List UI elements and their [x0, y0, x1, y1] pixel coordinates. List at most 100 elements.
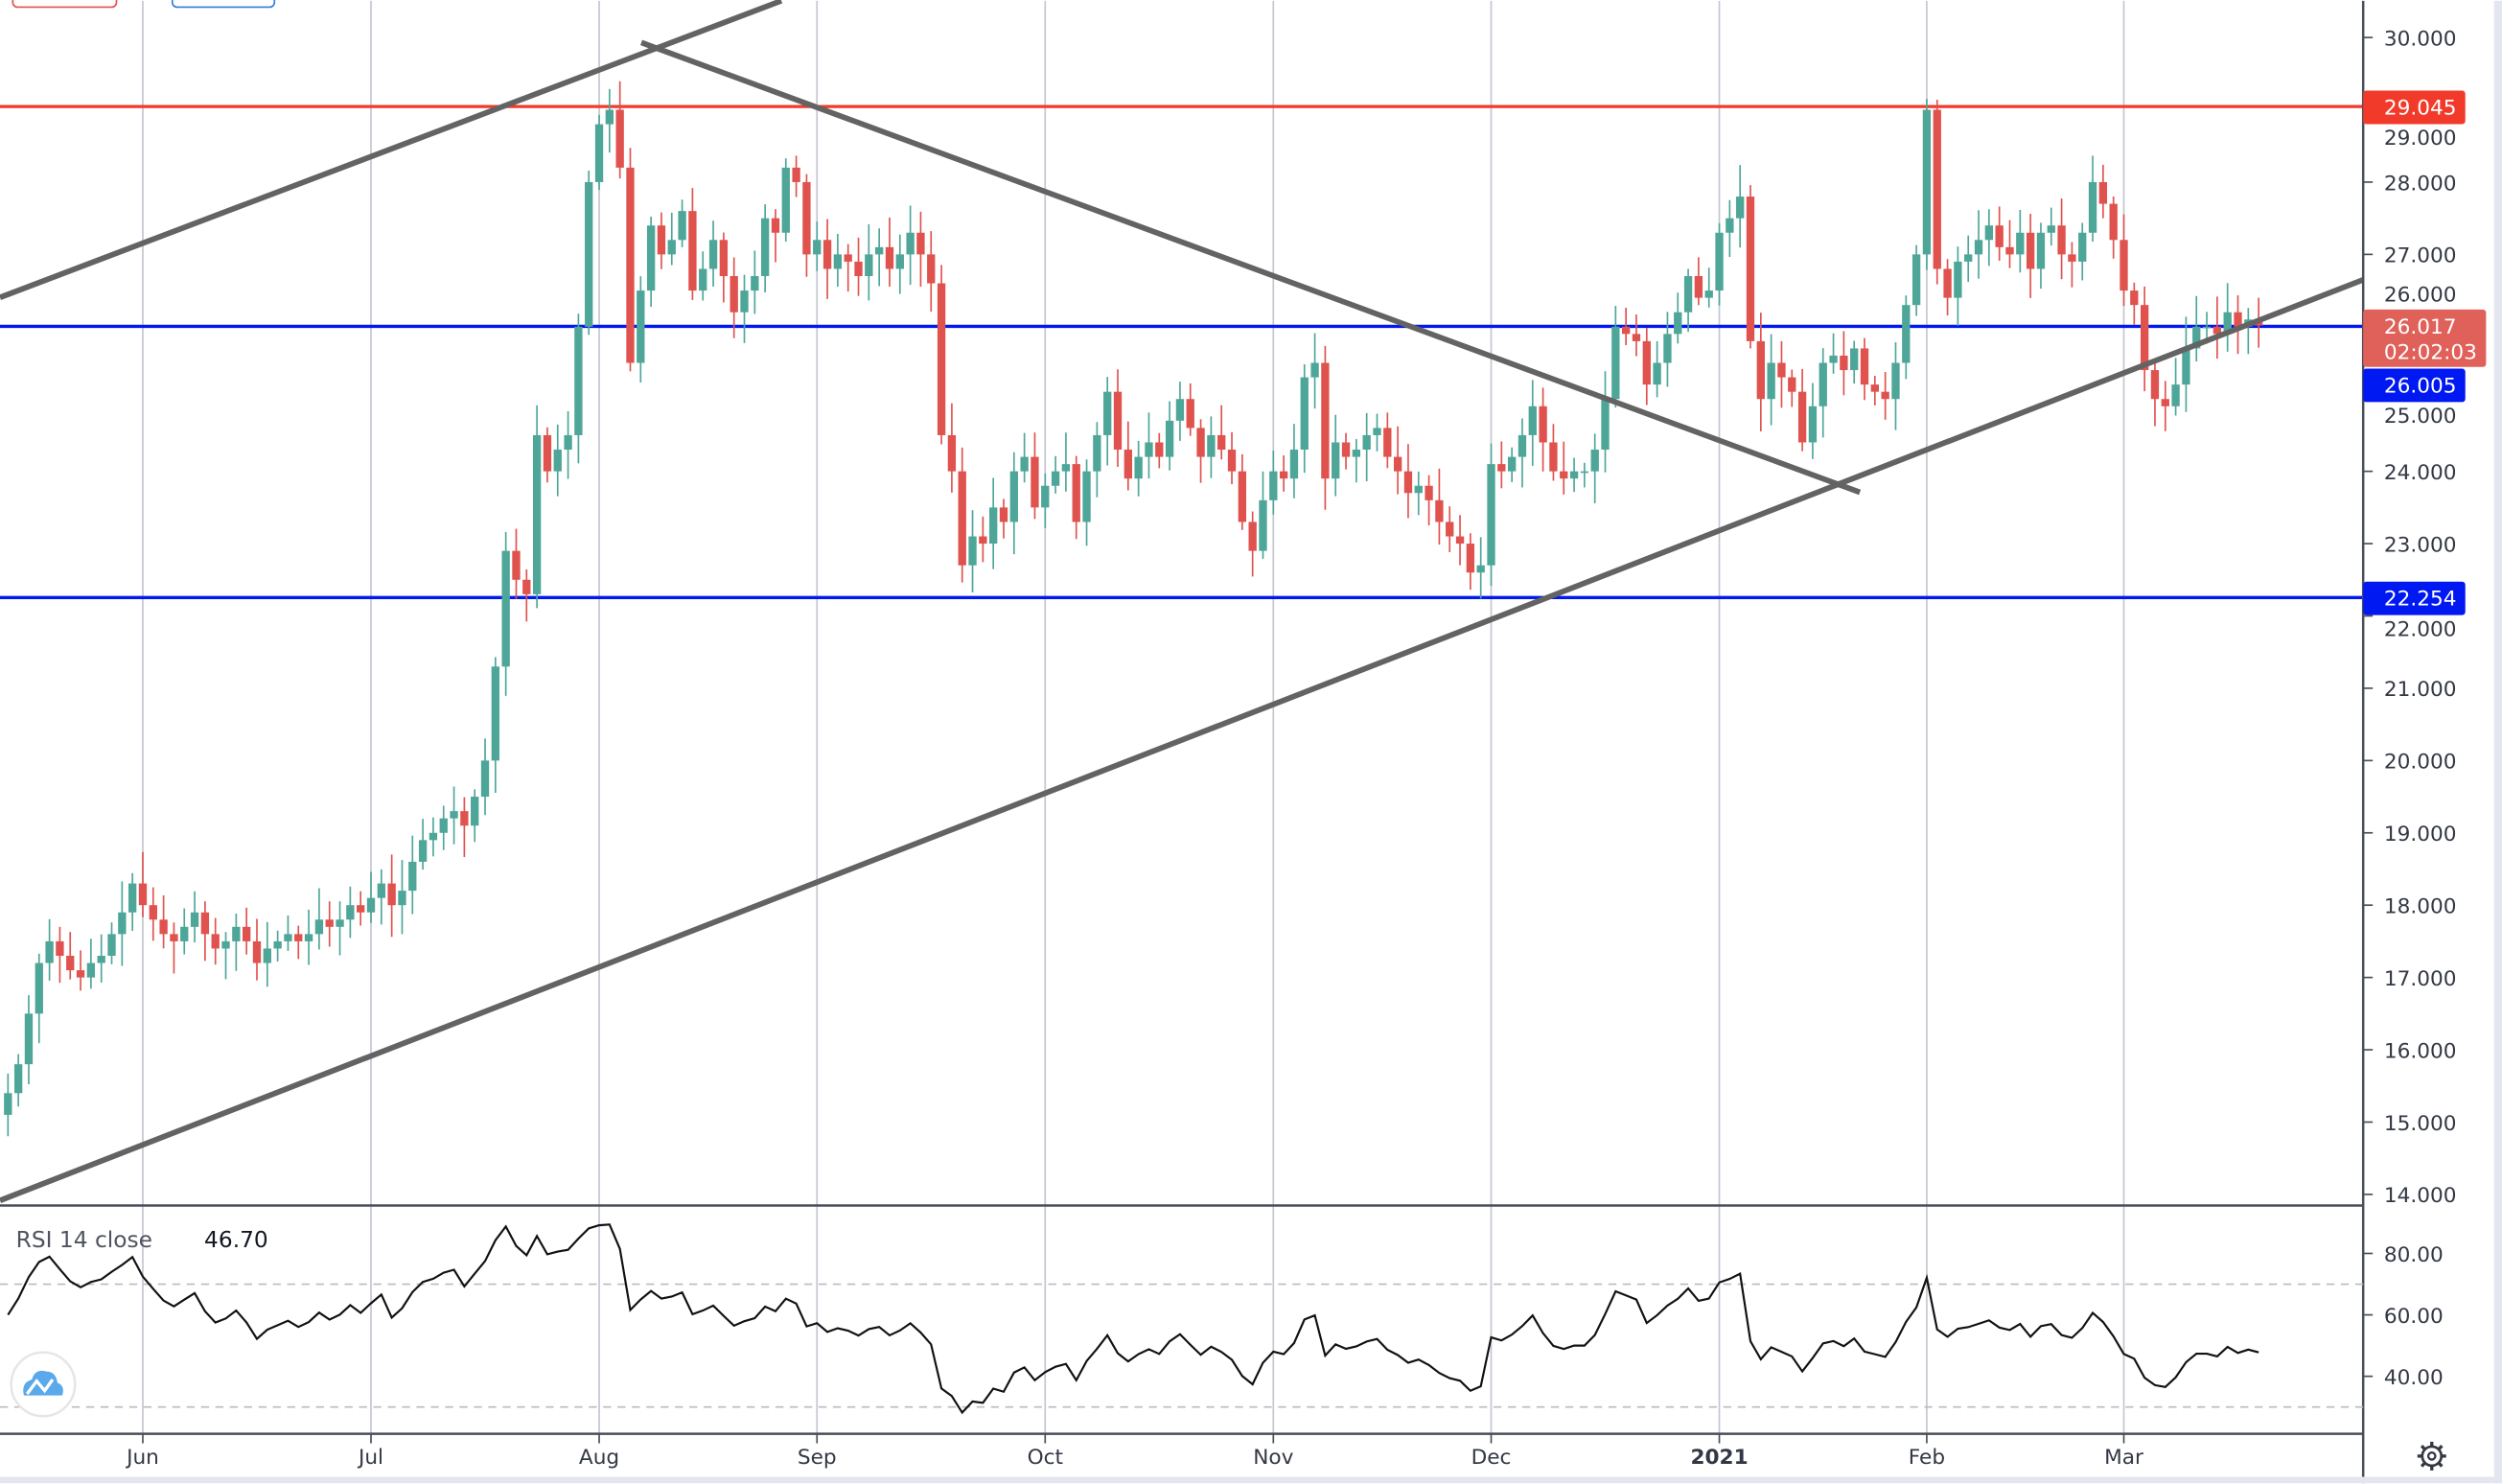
- candle: [512, 528, 521, 599]
- candle: [1446, 506, 1454, 552]
- candle: [170, 922, 178, 974]
- toolbar-buy-button[interactable]: [171, 0, 276, 9]
- candle: [1590, 433, 1599, 503]
- candle: [906, 205, 915, 286]
- candle: [854, 237, 863, 296]
- candle: [1435, 468, 1444, 545]
- candle: [429, 817, 438, 857]
- candle: [1580, 462, 1589, 488]
- candle: [2047, 207, 2055, 246]
- candle: [1362, 412, 1371, 482]
- candle: [615, 81, 624, 179]
- y-tick-label: 18.000: [2384, 895, 2457, 919]
- x-tick-label: Jun: [125, 1446, 159, 1470]
- horizontal-levels[interactable]: [0, 104, 2364, 600]
- candle: [1186, 383, 1194, 436]
- candle: [190, 891, 199, 943]
- candle: [1383, 412, 1392, 469]
- candle: [792, 155, 800, 197]
- candle: [1922, 99, 1932, 270]
- candle: [2150, 362, 2160, 427]
- candle: [1155, 432, 1164, 469]
- candle: [1840, 331, 1848, 396]
- candle: [1694, 257, 1703, 306]
- candle: [1819, 348, 1827, 438]
- candle: [1051, 455, 1060, 494]
- candle: [2068, 242, 2076, 288]
- candle: [1528, 380, 1537, 466]
- level-price-text: 29.045: [2384, 96, 2457, 120]
- trendline[interactable]: [0, 0, 783, 300]
- candle: [56, 926, 64, 984]
- candle: [1248, 511, 1257, 577]
- candle: [1269, 450, 1278, 515]
- candle: [1777, 340, 1786, 408]
- trendline[interactable]: [0, 277, 2365, 1203]
- time-axis[interactable]: Jun Jul Aug Sep Oct Nov Dec 2021 Feb Mar: [125, 1433, 2143, 1471]
- candle: [1704, 267, 1713, 308]
- candle: [439, 805, 448, 850]
- candle: [833, 233, 843, 288]
- candle: [1082, 459, 1091, 546]
- candle: [1009, 452, 1018, 555]
- candle: [730, 257, 738, 338]
- candle: [1031, 432, 1039, 520]
- candle: [1103, 377, 1112, 466]
- bottom-edge-strip: [0, 1476, 2502, 1484]
- y-tick-label: 23.000: [2384, 533, 2457, 557]
- candle: [221, 932, 230, 980]
- candle: [460, 797, 469, 858]
- candle: [564, 410, 572, 479]
- candle: [646, 216, 656, 308]
- trendline[interactable]: [640, 39, 1862, 496]
- candle: [1911, 244, 1921, 316]
- candle: [1797, 368, 1807, 452]
- tradingview-cloud-icon[interactable]: [10, 1351, 77, 1418]
- y-tick-label: 28.000: [2384, 172, 2457, 196]
- level-price-text: 26.005: [2384, 374, 2457, 398]
- candle: [885, 217, 894, 287]
- candle: [200, 901, 210, 962]
- x-tick-label: Oct: [1028, 1446, 1063, 1470]
- level-price-label: 22.254: [2363, 581, 2466, 615]
- candle: [999, 499, 1008, 539]
- candle: [771, 209, 780, 263]
- toolbar-sell-button[interactable]: [12, 0, 118, 9]
- candle: [398, 860, 406, 935]
- y-tick-label: 25.000: [2384, 405, 2457, 429]
- x-tick-label: Mar: [2104, 1446, 2143, 1470]
- candle: [1507, 447, 1517, 482]
- candle: [1517, 418, 1527, 488]
- candle: [751, 250, 759, 314]
- trendlines[interactable]: [0, 0, 2365, 1203]
- candle: [1238, 453, 1247, 530]
- candle: [667, 212, 676, 266]
- candle: [232, 913, 241, 971]
- candle: [937, 265, 946, 445]
- candle: [2016, 209, 2025, 273]
- candle: [1134, 440, 1143, 497]
- y-tick-label: 14.000: [2384, 1184, 2457, 1208]
- candle: [1663, 312, 1672, 387]
- rsi-title: RSI 14 close: [16, 1227, 152, 1253]
- candle: [2057, 198, 2066, 280]
- candle: [781, 158, 790, 243]
- candle: [107, 922, 116, 964]
- candle: [1196, 419, 1205, 483]
- price-axis[interactable]: 30.000 29.000 28.000 27.000 26.000 25.000 24.0…: [2363, 27, 2456, 1208]
- candle: [501, 532, 510, 696]
- candle: [822, 219, 832, 299]
- candle: [927, 231, 936, 312]
- candle: [1497, 441, 1506, 489]
- y-tick-label: 27.000: [2384, 244, 2457, 268]
- candle: [1622, 308, 1631, 346]
- gear-icon[interactable]: [2417, 1441, 2446, 1471]
- candle: [418, 819, 428, 870]
- candle: [1642, 327, 1651, 406]
- candle: [1145, 412, 1153, 479]
- candle: [2192, 295, 2201, 362]
- candle: [958, 447, 966, 583]
- candle: [24, 995, 34, 1085]
- candle: [1964, 235, 1973, 283]
